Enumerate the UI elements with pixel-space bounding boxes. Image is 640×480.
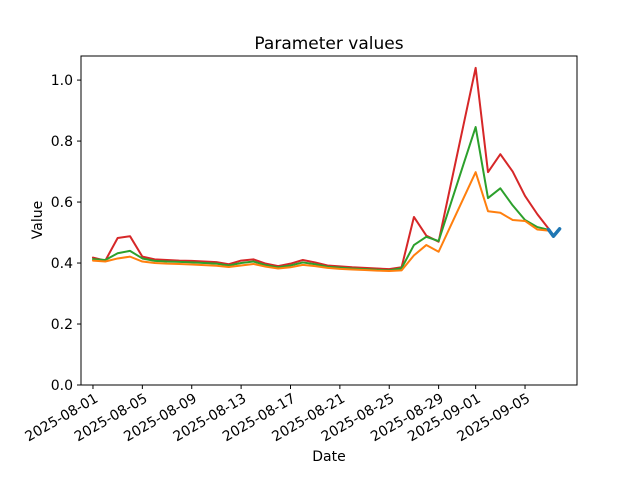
y-tick-label: 0.4 (51, 256, 73, 272)
y-tick-label: 1.0 (51, 73, 73, 89)
y-tick-label: 0.0 (51, 378, 73, 394)
series-lines (91, 66, 562, 272)
y-tick-label: 0.8 (51, 134, 73, 150)
series-line-red-parameter (91, 66, 551, 271)
series-line-orange-parameter (91, 171, 551, 272)
series-line-blue-tail (546, 227, 562, 238)
plot-area (81, 56, 577, 385)
y-axis-label: Value (30, 201, 46, 239)
chart-title: Parameter values (254, 34, 403, 54)
y-tick-label: 0.6 (51, 195, 73, 211)
plot-spines (80, 55, 578, 386)
y-tick-label: 0.2 (51, 317, 73, 333)
x-axis-label: Date (312, 449, 345, 465)
series-line-green-parameter (91, 126, 551, 272)
